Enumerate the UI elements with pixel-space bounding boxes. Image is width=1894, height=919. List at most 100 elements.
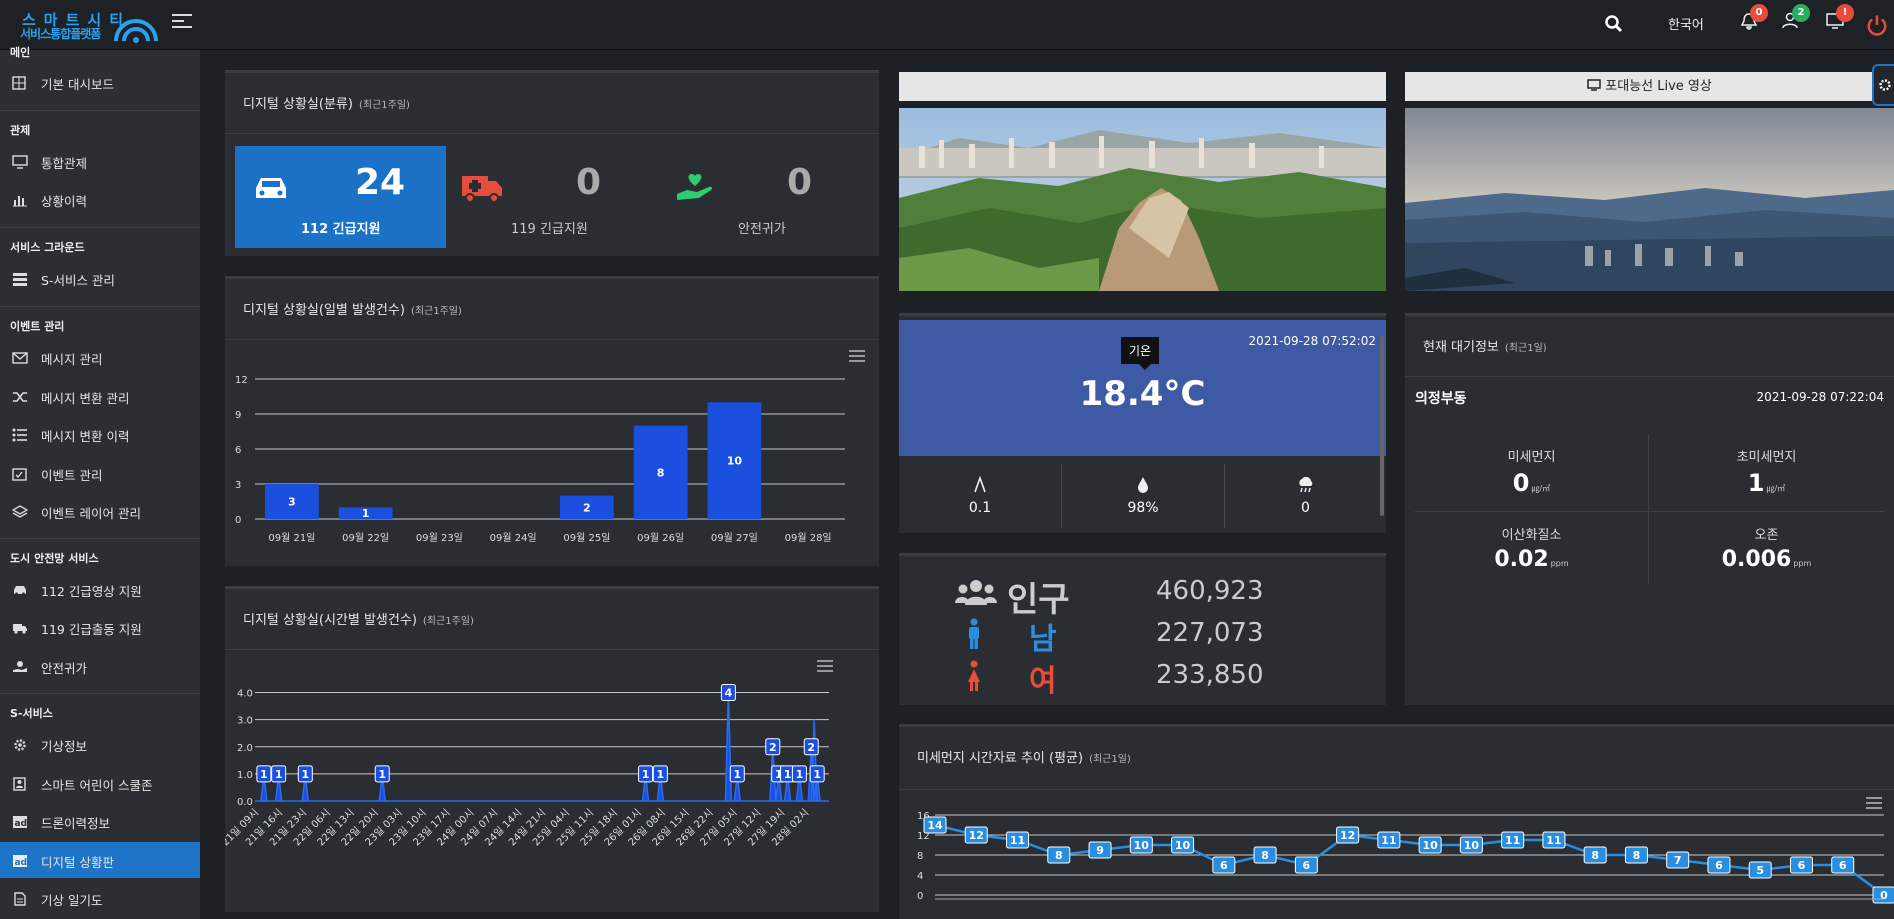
gear-icon — [1879, 79, 1891, 91]
emergency-label: 안전귀가 — [738, 222, 786, 237]
logo[interactable]: 스마트시티 서비스통합플랫폼 — [18, 9, 158, 45]
point-marker — [1212, 856, 1236, 874]
point-marker — [1047, 846, 1071, 864]
point-label: 6 — [1220, 859, 1228, 872]
point-marker — [1789, 856, 1813, 874]
female-icon — [968, 660, 980, 691]
point-marker — [1748, 861, 1772, 879]
monitor-button[interactable]: ! — [1826, 4, 1854, 34]
point-label: 2 — [807, 741, 815, 754]
bell-button[interactable]: 0 — [1740, 4, 1768, 34]
search-icon[interactable] — [1604, 14, 1624, 34]
sidebar-section-control: 관제 — [10, 124, 31, 137]
y-tick-label: 2.0 — [237, 743, 253, 754]
sidebar-item-message-history[interactable]: 메시지 변환 이력 — [0, 416, 200, 452]
y-tick-label: 8 — [917, 851, 923, 862]
air-unit: ㎍/㎥ — [1531, 484, 1551, 493]
air-timestamp: 2021-09-28 07:22:04 — [1756, 390, 1884, 404]
chart-menu-button[interactable] — [1866, 797, 1882, 809]
weather-panel: 2021-09-28 07:52:02 기온 18.4°C 0.1 98% 0 — [899, 313, 1386, 533]
air-value: 0.02 — [1494, 547, 1549, 572]
sidebar-item-drone-history[interactable]: ad 드론이력정보 — [0, 803, 200, 839]
sidebar-item-integrated-control[interactable]: 통합관제 — [0, 143, 200, 179]
point-marker — [1171, 836, 1195, 854]
chart-menu-button[interactable] — [817, 660, 833, 672]
air-item-ozone: 오존 0.006 ppm — [1649, 524, 1884, 572]
emergency-card-112[interactable]: 24 112 긴급지원 — [235, 146, 446, 248]
y-tick-label: 0 — [235, 515, 241, 526]
bar-label: 1 — [362, 507, 370, 520]
population-male: 227,073 — [1156, 618, 1264, 648]
sidebar-item-label: 119 긴급출동 지원 — [41, 622, 142, 637]
point-label: 10 — [1175, 839, 1191, 852]
x-tick-label: 09월 22일 — [342, 532, 389, 544]
bar — [633, 425, 688, 519]
daily-chart: 0 3 6 9 12 3 09월 21일 1 09월 22일 09월 23일 09월 24일 2 09월… — [235, 375, 845, 544]
y-tick-label: 4.0 — [237, 689, 253, 700]
sidebar-item-112[interactable]: 112 긴급영상 지원 — [0, 571, 200, 607]
sidebar-item-message-convert[interactable]: 메시지 변환 관리 — [0, 378, 200, 414]
camera-1-image[interactable] — [899, 108, 1386, 291]
air-value: 0.006 — [1721, 547, 1792, 572]
logo-subtitle: 서비스통합플랫폼 — [20, 27, 101, 41]
power-icon[interactable] — [1866, 14, 1888, 36]
layers-icon — [11, 504, 29, 518]
x-tick-label: 09월 24일 — [490, 532, 537, 544]
point-marker — [1006, 831, 1030, 849]
y-tick-label: 0 — [917, 891, 923, 902]
sidebar: 메인 기본 대시보드 관제 통합관제 상황이력 서비스 그라운드 S-서비스 관… — [0, 46, 200, 919]
users-button[interactable]: 2 — [1782, 4, 1810, 34]
sidebar-item-s-service[interactable]: S-서비스 관리 — [0, 260, 200, 296]
bar — [265, 484, 319, 519]
panel-title: 미세먼지 시간자료 추이 (평균) — [917, 751, 1084, 766]
sidebar-item-weather[interactable]: 기상정보 — [0, 726, 200, 762]
logo-title: 스마트시티 — [22, 11, 132, 29]
bar — [707, 402, 762, 519]
point-marker — [1418, 836, 1442, 854]
language-selector[interactable]: 한국어 — [1668, 18, 1704, 33]
menu-toggle-button[interactable] — [172, 14, 192, 32]
sidebar-item-message[interactable]: 메시지 관리 — [0, 339, 200, 375]
chart-menu-button[interactable] — [849, 350, 865, 362]
sidebar-item-label: 기상정보 — [41, 739, 88, 754]
y-tick-label: 0.0 — [237, 797, 253, 808]
panel-subtitle: (최근1주일) — [358, 100, 410, 111]
settings-tab[interactable] — [1872, 64, 1894, 106]
svg-text:ad: ad — [15, 858, 28, 868]
sidebar-item-label: 이벤트 레이어 관리 — [41, 506, 141, 521]
population-total-label: 인구 — [1007, 580, 1070, 620]
sidebar-item-event-manage[interactable]: 이벤트 관리 — [0, 455, 200, 491]
emergency-value: 0 — [787, 162, 813, 203]
sidebar-item-basic-dashboard[interactable]: 기본 대시보드 — [0, 64, 200, 100]
point-marker — [964, 826, 988, 844]
point-label: 1 — [657, 768, 665, 781]
sidebar-item-label: 메시지 관리 — [41, 352, 103, 367]
sidebar-item-119[interactable]: 119 긴급출동 지원 — [0, 609, 200, 645]
bar-chart-icon — [12, 192, 28, 207]
humidity-icon — [1138, 477, 1148, 493]
point-label: 8 — [1633, 849, 1641, 862]
panel-subtitle: (최근1주일) — [422, 616, 474, 627]
sidebar-item-digital-board[interactable]: ad 디지털 상황판 — [0, 842, 200, 878]
alarm-badge: 0 — [1750, 4, 1768, 22]
camera-2-image[interactable] — [1405, 108, 1894, 291]
bar-label: 2 — [583, 501, 591, 514]
emergency-card-119[interactable]: 0 119 긴급지원 — [461, 146, 672, 248]
sidebar-item-label: 디지털 상황판 — [41, 855, 114, 870]
point-label: 7 — [1674, 854, 1682, 867]
sidebar-item-safe-home[interactable]: 안전귀가 — [0, 648, 200, 684]
y-tick-label: 16 — [917, 811, 930, 822]
hourly-panel: 디지털 상황실(시간별 발생건수) (최근1주일) 0.0 1.0 2.0 3.0 4.0… — [225, 586, 879, 912]
sidebar-item-weather-map[interactable]: 기상 일기도 — [0, 880, 200, 916]
population-female: 233,850 — [1156, 660, 1264, 690]
sidebar-item-event-layer[interactable]: 이벤트 레이어 관리 — [0, 493, 200, 529]
scrollbar[interactable] — [1380, 336, 1384, 516]
sidebar-item-history[interactable]: 상황이력 — [0, 181, 200, 217]
sidebar-item-school-zone[interactable]: 스마트 어린이 스쿨존 — [0, 765, 200, 801]
air-label: 미세먼지 — [1507, 450, 1556, 465]
panel-title: 디지털 상황실(일별 발생건수) — [243, 303, 405, 318]
point-marker — [1253, 846, 1277, 864]
sidebar-section-event: 이벤트 관리 — [10, 320, 65, 333]
point-marker — [638, 765, 654, 783]
emergency-card-safe-home[interactable]: 0 안전귀가 — [672, 146, 883, 248]
